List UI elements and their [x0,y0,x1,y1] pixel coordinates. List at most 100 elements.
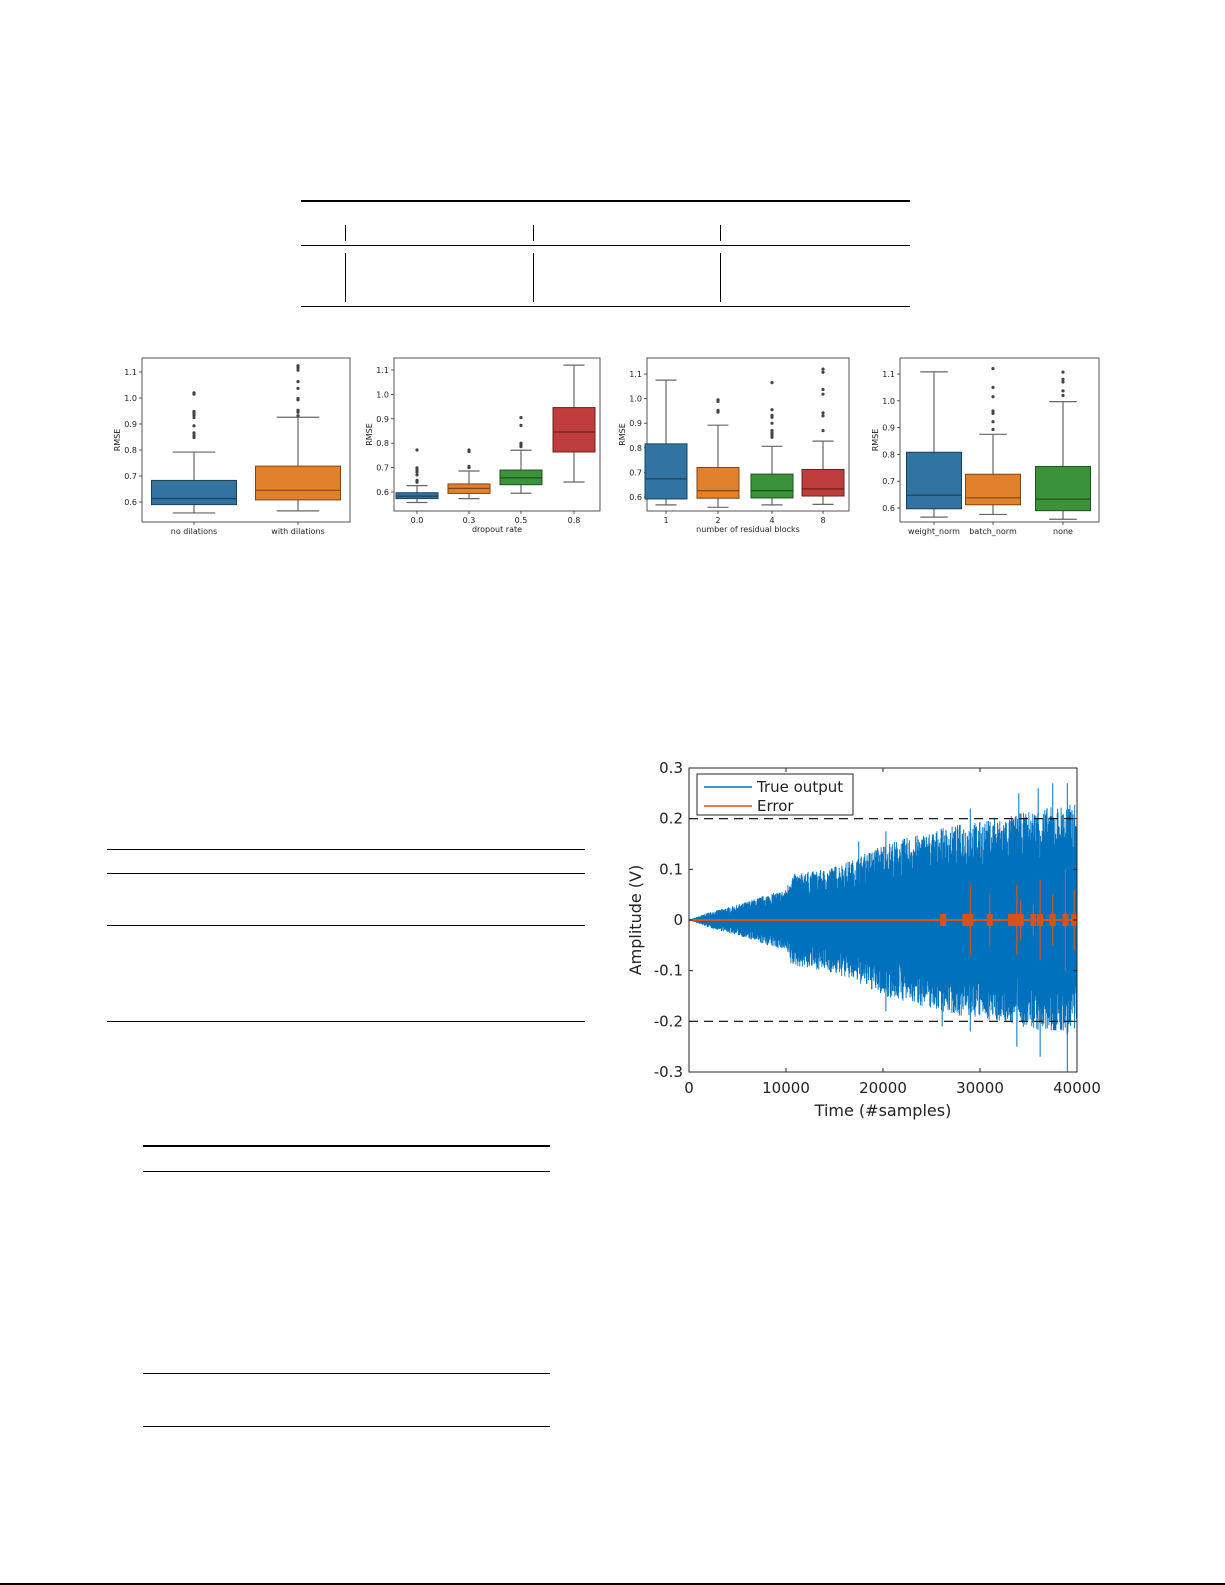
outlier-point [991,409,995,413]
y-tick-label: 0 [673,911,683,929]
x-tick-label: no dilations [171,527,217,536]
outlier-point [1061,370,1065,374]
box-0-0: 0.0 [395,448,439,525]
outlier-point [467,464,471,468]
outlier-point [415,466,419,470]
x-tick-label: 0.3 [463,516,476,525]
outlier-point [192,415,196,420]
y-axis-label: RMSE [618,423,627,446]
y-tick-label: 0.8 [124,446,137,455]
iqr-box [965,473,1021,506]
table-column-divider [345,225,346,241]
error-burst [1049,913,1056,927]
outlier-point [415,478,419,482]
table-rule [107,925,585,926]
outlier-point [1061,389,1065,393]
outlier-point [770,408,774,412]
y-tick-label: 0.8 [882,450,895,459]
y-axis-label: RMSE [113,429,122,452]
outlier-point [296,386,300,390]
outlier-point [991,367,995,371]
iqr-box [644,443,688,500]
outlier-point [770,435,774,439]
outlier-point [519,441,523,445]
outlier-point [1061,393,1065,398]
error-burst [1017,913,1024,927]
table-rule [143,1145,550,1147]
outlier-point [192,409,196,414]
y-tick-label: 0.2 [659,810,683,828]
y-tick-label: 0.6 [882,504,895,513]
error-burst [962,913,969,927]
outlier-point [991,395,995,399]
y-tick-label: 0.9 [629,419,642,428]
outlier-point [415,468,419,472]
outlier-point [716,408,720,413]
error-burst [1062,913,1069,927]
table-column-divider [533,225,534,241]
legend-label: True output [756,778,843,796]
box-batch-norm: batch_norm [965,367,1021,536]
y-tick-label: 0.8 [629,444,642,453]
table-column-divider [720,225,721,241]
time-series-panel: -0.3 -0.2 -0.1 0 0.1 0.2 0.3 0 10000 20000 30000 40… [626,759,1101,1120]
outlier-point [770,428,774,433]
table-rule [143,1426,550,1427]
x-tick-label: 2 [715,516,720,525]
outlier-point [415,473,419,477]
outlier-point [296,408,300,412]
x-axis-label: number of residual blocks [696,525,800,534]
legend-box [696,773,854,816]
x-tick-label: 30000 [956,1079,1004,1097]
hyperparameter-boxplots: 0.6 0.7 0.8 0.9 1.0 1.1 RMSE no dilations with d… [113,357,1100,536]
table-rule [107,849,585,850]
iqr-box [255,465,341,501]
table-rule [107,1021,585,1022]
boxplot-panel-3: 0.6 0.7 0.8 0.9 1.0 1.1 RMSE 1 2 4 8 number of resi… [618,357,850,534]
x-tick-label: 0.5 [515,516,528,525]
boxplot-panel-2: 0.6 0.7 0.8 0.9 1.0 1.1 RMSE 0.0 0.3 0.5 0.8 dropou… [365,357,601,534]
y-tick-label: 0.7 [629,468,642,477]
table-rule [301,200,910,202]
y-tick-label: 0.1 [659,860,683,878]
box-with-dilations: with dilations [255,364,341,536]
error-burst [1030,913,1037,927]
x-tick-label: weight_norm [908,527,960,536]
y-tick-label: 1.1 [124,368,137,377]
outlier-point [991,427,995,432]
y-tick-label: -0.1 [654,962,683,980]
box-weight-norm: weight_norm [906,371,962,536]
y-tick-label: 0.8 [376,439,389,448]
x-tick-label: batch_norm [969,527,1017,536]
outlier-point [1061,377,1065,381]
y-tick-label: 1.0 [124,394,137,403]
iqr-box [906,451,962,510]
outlier-point [519,423,523,427]
y-tick-label: 0.7 [882,477,895,486]
x-tick-label: 10000 [762,1079,810,1097]
outlier-point [770,413,774,417]
y-tick-label: 0.6 [376,488,389,497]
iqr-box [151,479,237,506]
outlier-point [296,368,300,372]
box-8: 8 [801,367,845,525]
outlier-point [467,448,471,452]
x-tick-label: 4 [769,516,774,525]
table-rule [143,1373,550,1374]
table-rule [107,873,585,874]
outlier-point [192,391,196,395]
box-4: 4 [750,381,794,525]
error-burst [1013,913,1020,927]
y-axis-label: RMSE [871,429,880,452]
x-axis-label: Time (#samples) [814,1101,952,1120]
table-column-divider [533,253,534,302]
boxplot-panel-4: 0.6 0.7 0.8 0.9 1.0 1.1 RMSE weight_norm batch_n… [871,357,1100,536]
x-tick-label: 1 [663,516,668,525]
box-none: none [1035,370,1091,536]
y-axis-label: Amplitude (V) [626,865,645,976]
outlier-point [296,380,300,384]
table-column-divider [720,253,721,302]
outlier-point [770,381,774,385]
x-tick-label: 0.8 [568,516,581,525]
iqr-box [552,407,596,453]
